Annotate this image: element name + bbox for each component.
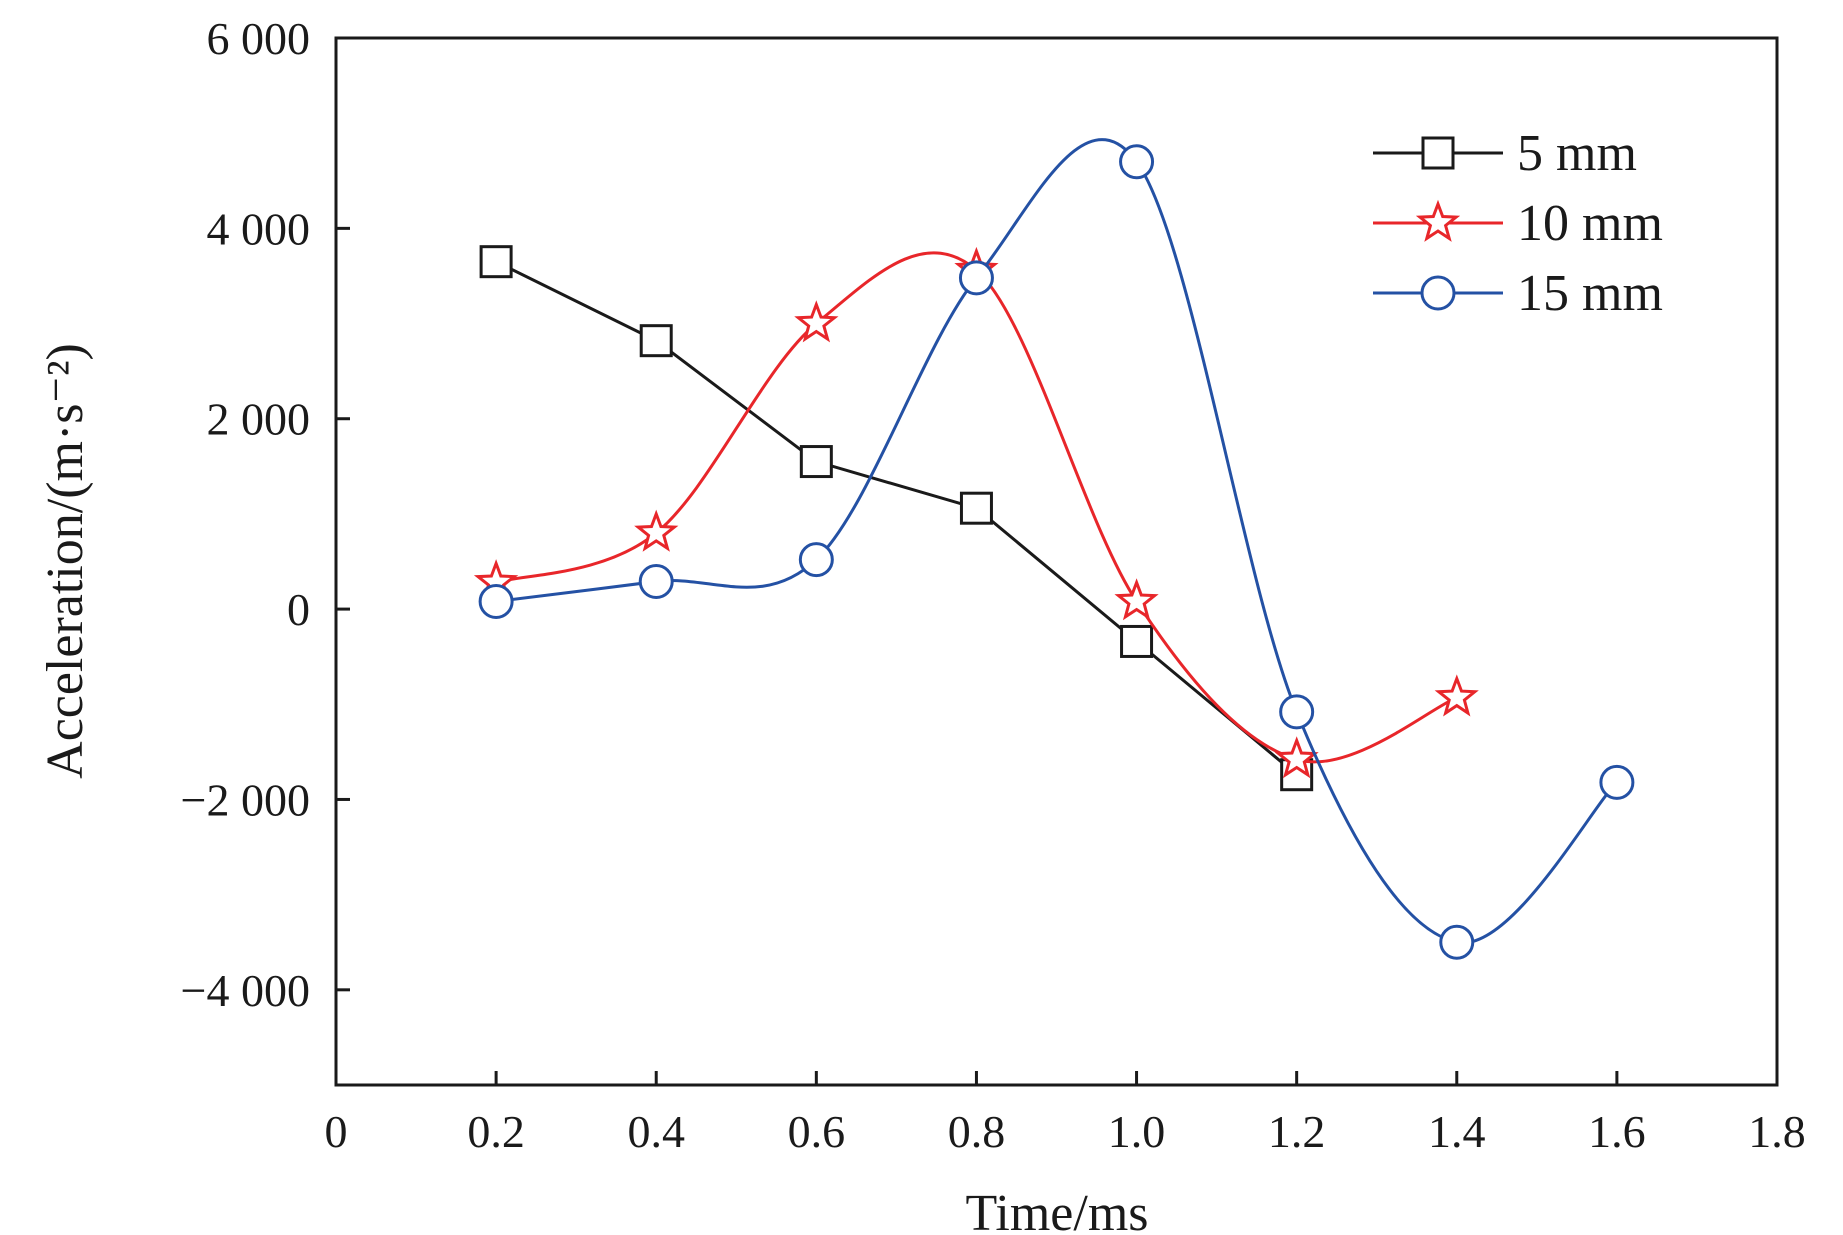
y-tick-label: −4 000 [181,965,310,1016]
data-point-star [794,300,839,343]
series-line [495,260,1298,776]
x-tick-label: 1.6 [1588,1106,1646,1157]
data-point-circle [1279,694,1315,730]
x-tick-label: 1.4 [1428,1106,1486,1157]
x-tick-label: 0.4 [627,1106,685,1157]
series-15-mm [478,138,1635,960]
data-point-star [1114,578,1159,621]
y-tick-label: −2 000 [181,774,310,825]
y-tick-label: 0 [287,584,310,635]
data-point-circle [798,542,834,578]
data-point-circle [1599,764,1635,800]
legend-item: 10 mm [1373,195,1663,252]
legend-marker-star [1415,199,1461,242]
data-point-square [959,491,993,525]
series-line [495,138,1618,945]
legend-label: 10 mm [1517,195,1663,252]
legend-label: 15 mm [1517,265,1663,322]
data-point-circle [1439,924,1475,960]
data-point-star [1274,736,1319,779]
x-tick-label: 1.8 [1748,1106,1806,1157]
x-tick-label: 0.2 [467,1106,525,1157]
legend-item: 5 mm [1373,125,1637,182]
data-point-circle [478,583,514,619]
x-axis-ticks: 0 0.2 0.4 0.6 0.8 1.0 1.2 1.4 1.6 1.8 [325,1071,1806,1157]
series-layer [473,138,1635,960]
data-point-circle [638,563,674,599]
legend-label: 5 mm [1517,125,1637,182]
data-point-square [479,245,513,279]
data-point-square [799,445,833,479]
x-axis-title: Time/ms [965,1185,1148,1235]
x-tick-label: 1.0 [1108,1106,1166,1157]
y-axis-title: Acceleration/(m·s⁻²) [37,343,94,779]
x-tick-label: 0.8 [948,1106,1006,1157]
data-point-square [639,324,673,358]
data-point-star [1434,674,1479,717]
y-tick-label: 4 000 [207,203,311,254]
data-point-star [634,509,679,552]
data-point-square [1120,624,1154,658]
x-tick-label: 0.6 [788,1106,846,1157]
x-tick-label: 1.2 [1268,1106,1326,1157]
data-point-circle [1119,144,1155,180]
data-point-circle [958,260,994,296]
series-5-mm [479,245,1314,792]
y-tick-label: 6 000 [207,13,311,64]
plot-frame [334,36,1779,1087]
y-tick-label: 2 000 [207,394,311,445]
legend-marker-circle [1420,275,1456,311]
y-axis-ticks: −4 000 −2 000 0 2 000 4 000 6 000 [181,13,350,1016]
legend-marker-square [1421,136,1455,170]
legend-item: 15 mm [1373,265,1663,322]
legend: 5 mm 10 mm 15 mm [1373,125,1663,322]
x-tick-label: 0 [325,1106,348,1157]
